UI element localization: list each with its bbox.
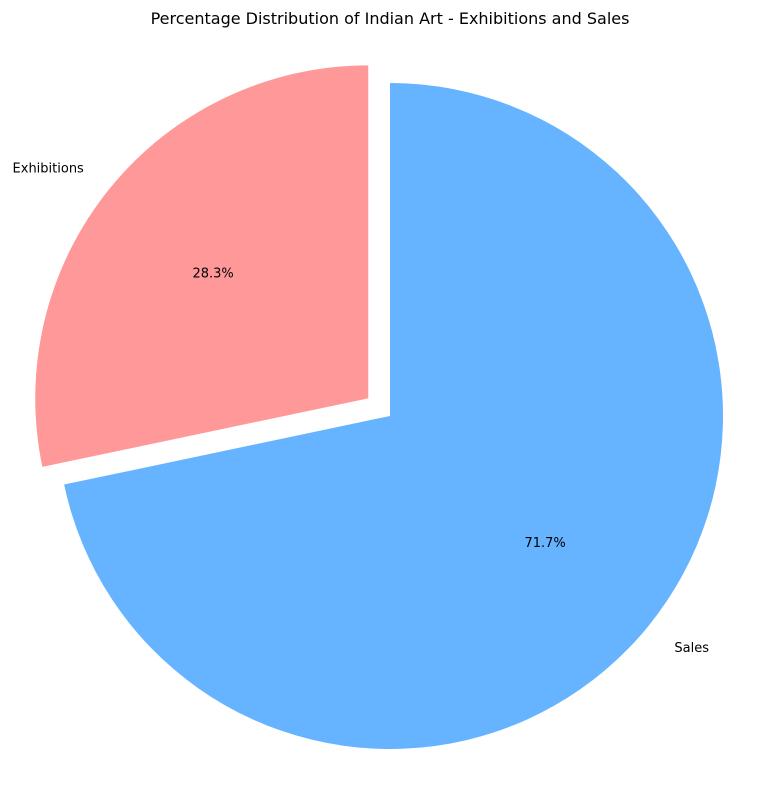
pie-slice-sales <box>64 83 723 749</box>
chart-title: Percentage Distribution of Indian Art - … <box>151 9 630 28</box>
pie-labels: 28.3% Exhibitions 71.7% Sales <box>13 162 710 656</box>
pie-slice-exhibitions <box>35 65 369 467</box>
pie-slices <box>35 65 723 749</box>
pie-pct-label: 28.3% <box>192 266 233 281</box>
pie-category-label: Sales <box>674 641 709 656</box>
pie-category-label: Exhibitions <box>13 162 85 177</box>
pie-pct-label: 71.7% <box>524 536 565 551</box>
